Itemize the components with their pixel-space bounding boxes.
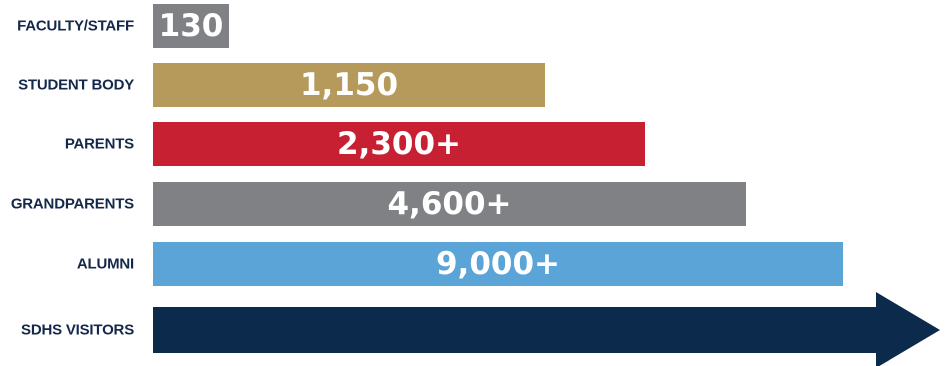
bar: 9,000+ [153,242,843,286]
bar: 2,300+ [153,122,645,166]
bar-value-label: 1,150 [299,66,399,103]
bar: 4,600+ [153,182,746,226]
category-label: FACULTY/STAFF [17,17,134,35]
category-label: SDHS VISITORS [21,321,134,339]
bar-value-label: 9,000+ [435,245,561,282]
bar-value-label: 2,300+ [336,125,462,162]
category-label: ALUMNI [76,255,134,273]
bar-arrow [153,292,940,366]
bar: 1,150 [153,63,545,107]
bar: 130 [153,4,229,48]
category-label: GRANDPARENTS [10,195,134,213]
bar-value-label: 130 [158,7,224,44]
category-label: STUDENT BODY [18,76,134,94]
category-label: PARENTS [64,135,134,153]
bar-value-label: 4,600+ [387,185,512,222]
